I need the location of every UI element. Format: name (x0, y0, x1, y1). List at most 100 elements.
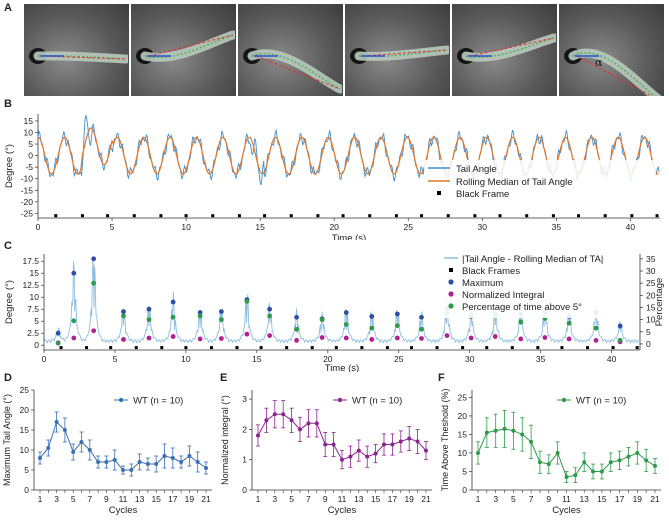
fish-body (568, 48, 662, 96)
percentage-point (146, 317, 152, 323)
y-tick-label: 20 (458, 411, 468, 421)
data-point (617, 458, 622, 463)
data-point (162, 454, 167, 458)
angle-line (41, 55, 127, 60)
x-tick-label: 0 (36, 222, 41, 232)
x-tick-label: 19 (633, 494, 643, 504)
normalized-integral-point (492, 334, 498, 339)
angle-line (576, 55, 653, 96)
data-point (502, 426, 507, 431)
y-tick-label: 10 (24, 127, 34, 137)
y-tick-label: 25 (458, 392, 468, 402)
panel-label-f: F (438, 372, 445, 384)
x-tick-label: 7 (306, 494, 311, 504)
fish-overlay (350, 45, 449, 64)
angle-alpha-label: α (595, 56, 603, 69)
normalized-integral-point (566, 336, 572, 342)
maximum-point (170, 299, 176, 305)
percentage-point (71, 318, 77, 324)
data-point (608, 460, 613, 465)
x-tick-label: 11 (562, 494, 571, 504)
x-tick-label: 9 (104, 494, 109, 504)
video-frame-strip: α (24, 4, 664, 96)
legend-label: Maximum (462, 278, 503, 289)
black-frame-marker (635, 346, 639, 350)
y-tick-label: 15 (24, 116, 34, 126)
black-frame-marker (289, 214, 293, 218)
black-frame-marker (159, 214, 163, 218)
panel-label-e: E (220, 372, 228, 384)
data-point (256, 433, 260, 438)
data-point (96, 460, 101, 464)
x-tick-label: 15 (371, 494, 381, 504)
percentage-point (518, 319, 524, 325)
y-tick-label: 0 (34, 340, 39, 350)
data-point (195, 460, 200, 464)
y-tick-label: 0 (242, 485, 247, 495)
percentage-point (267, 313, 273, 319)
black-frame-marker (585, 346, 589, 350)
video-frame (345, 4, 450, 96)
percentage-point (91, 280, 97, 286)
maximum-point (121, 309, 126, 314)
data-point (129, 468, 134, 472)
percentage-point (244, 298, 250, 304)
percentage-point (369, 325, 375, 331)
percentage-point (218, 317, 224, 323)
black-frame-marker (310, 346, 314, 350)
black-frame-marker (577, 214, 581, 218)
black-frame-marker (410, 346, 414, 350)
y-tick-label: 5 (34, 316, 39, 326)
percentage-point (419, 326, 424, 332)
normalized-integral-point (343, 335, 349, 341)
black-frame-marker (235, 346, 239, 350)
data-point (179, 460, 184, 464)
data-point (564, 475, 569, 480)
black-frame-marker (435, 346, 439, 350)
normalized-integral-point (419, 336, 424, 341)
x-tick-label: 13 (579, 494, 589, 504)
data-point (407, 436, 412, 441)
x-tick-label: 5 (511, 494, 516, 504)
maximum-point (343, 310, 349, 315)
x-tick-label: 13 (135, 494, 145, 504)
x-tick-label: 35 (536, 354, 546, 364)
maximum-point (394, 311, 400, 317)
legend-swatch-pct (448, 303, 454, 309)
y-axis-label: Degree (°) (4, 144, 15, 188)
y2-tick-label: 30 (646, 266, 656, 276)
y-tick-label: -20 (21, 197, 34, 207)
maximum-point (197, 310, 203, 315)
legend-label: |Tail Angle - Rolling Median of TA| (462, 254, 603, 265)
data-point (62, 428, 67, 432)
y2-tick-label: 0 (646, 339, 651, 349)
x-tick-label: 7 (529, 494, 534, 504)
legend-label: Black Frame (456, 189, 509, 200)
data-point (424, 448, 428, 453)
legend-label: Tail Angle (456, 164, 497, 175)
data-point (365, 454, 370, 459)
black-frame-marker (341, 214, 345, 218)
black-frame-marker (611, 346, 615, 350)
y-tick-label: 5 (28, 139, 33, 149)
y-tick-label: 15 (20, 425, 30, 435)
data-point (653, 463, 657, 468)
normalized-integral-point (468, 335, 474, 341)
black-frame-marker (184, 346, 188, 350)
normalized-integral-point (518, 336, 524, 342)
data-point (644, 458, 649, 463)
x-tick-label: 7 (87, 494, 92, 504)
x-tick-label: 21 (201, 494, 211, 504)
black-frame-marker (109, 346, 113, 350)
video-frame (452, 4, 557, 96)
percentage-point (197, 313, 203, 319)
x-tick-label: 0 (42, 354, 47, 364)
maximum-point (91, 256, 97, 262)
data-point (626, 454, 631, 459)
y-axis-label: Degree (°) (4, 280, 15, 324)
black-frame-marker (603, 214, 607, 218)
x-tick-label: 19 (404, 494, 414, 504)
data-point (529, 439, 534, 444)
legend-label: Normalized Integral (462, 290, 544, 301)
